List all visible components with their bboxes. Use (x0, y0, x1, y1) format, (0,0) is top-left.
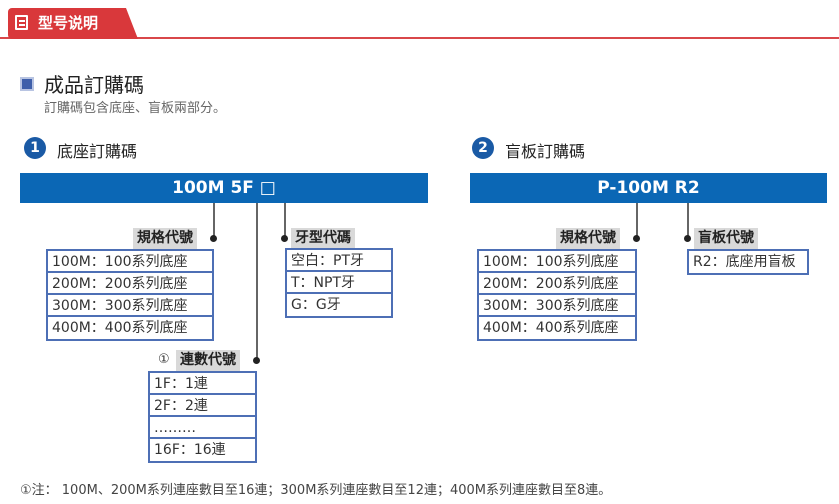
number-badge: 2 (472, 137, 494, 159)
table-row: G：G牙 (291, 297, 341, 313)
base-title: 底座訂購碼 (57, 142, 138, 161)
table-row: 200M：200系列底座 (48, 273, 212, 295)
thread-table: 空白：PT牙 T：NPT牙 G：G牙 (285, 248, 393, 318)
table-row: 空白：PT牙 (287, 250, 391, 272)
header-tab-label: 型号说明 (38, 14, 99, 32)
connector-line (687, 203, 689, 239)
document-icon (15, 15, 28, 30)
thread-label: 牙型代碼 (291, 228, 355, 249)
connector-dot (684, 235, 691, 242)
table-row: 400M：400系列底座 (483, 320, 619, 336)
count-label: 連數代號 (176, 350, 240, 371)
section-subtitle: 訂購碼包含底座、盲板兩部分。 (44, 101, 227, 116)
connector-line (284, 203, 286, 239)
connector-dot (633, 235, 640, 242)
connector-dot (281, 235, 288, 242)
connector-dot (210, 235, 217, 242)
connector-dot (253, 357, 260, 364)
plate-table: R2：底座用盲板 (687, 249, 809, 275)
connector-line (213, 203, 215, 239)
number-badge: 1 (24, 137, 46, 159)
spec-table: 100M：100系列底座 200M：200系列底座 300M：300系列底座 4… (477, 249, 637, 341)
spec-label: 規格代號 (556, 228, 620, 249)
square-bullet-icon (20, 77, 34, 91)
table-row: ……… (150, 417, 255, 439)
base-code-bar: 100M 5F □ (20, 173, 428, 203)
table-row: 2F：2連 (150, 395, 255, 417)
spec-label: 規格代號 (133, 228, 197, 249)
table-row: 100M：100系列底座 (479, 251, 635, 273)
header-divider (0, 37, 839, 39)
table-row: 300M：300系列底座 (479, 295, 635, 317)
table-row: R2：底座用盲板 (693, 254, 796, 270)
connector-line (256, 203, 258, 361)
table-row: 400M：400系列底座 (52, 320, 188, 336)
spec-table: 100M：100系列底座 200M：200系列底座 300M：300系列底座 4… (46, 249, 214, 341)
footnote: ①注： 100M、200M系列連座數目至16連；300M系列連座數目至12連；4… (20, 483, 612, 498)
section-title: 成品訂購碼 (44, 73, 144, 97)
blank-code-bar: P-100M R2 (470, 173, 827, 203)
note-marker: ① (158, 352, 170, 367)
plate-label: 盲板代號 (694, 228, 758, 249)
table-row: 16F：16連 (154, 442, 226, 458)
blank-title: 盲板訂購碼 (505, 142, 586, 161)
table-row: 300M：300系列底座 (48, 295, 212, 317)
table-row: T：NPT牙 (287, 272, 391, 294)
count-table: 1F：1連 2F：2連 ……… 16F：16連 (148, 371, 257, 463)
table-row: 200M：200系列底座 (479, 273, 635, 295)
connector-line (636, 203, 638, 239)
table-row: 1F：1連 (150, 373, 255, 395)
header-tab: 型号说明 (8, 8, 138, 39)
table-row: 100M：100系列底座 (48, 251, 212, 273)
